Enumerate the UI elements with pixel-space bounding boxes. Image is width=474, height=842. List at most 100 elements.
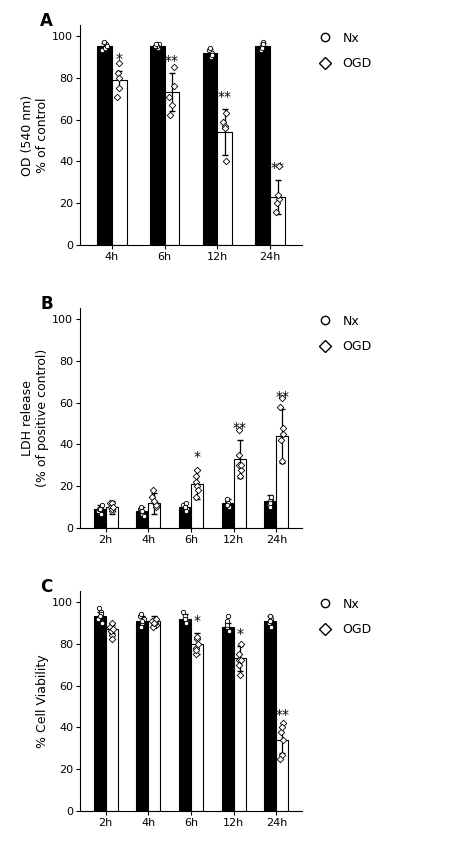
- Point: [278, 748, 286, 761]
- Point: [103, 40, 110, 53]
- Point: [109, 622, 117, 636]
- Point: [137, 500, 145, 514]
- Bar: [94, 509, 106, 528]
- Point: [225, 625, 233, 638]
- Point: [114, 67, 122, 80]
- Point: [151, 494, 158, 508]
- Point: [98, 44, 106, 57]
- Point: [267, 621, 275, 634]
- Point: [171, 79, 178, 93]
- Bar: [137, 511, 148, 528]
- Point: [152, 618, 160, 632]
- Point: [223, 614, 230, 627]
- Point: [97, 500, 105, 514]
- Point: [102, 37, 109, 51]
- Point: [274, 189, 282, 202]
- Point: [266, 610, 274, 623]
- Point: [152, 37, 160, 51]
- Point: [223, 498, 231, 512]
- Point: [279, 427, 287, 440]
- Text: C: C: [40, 578, 52, 596]
- Point: [192, 476, 200, 489]
- Bar: [106, 507, 118, 528]
- Point: [148, 490, 156, 504]
- Point: [140, 509, 148, 522]
- Point: [192, 643, 200, 657]
- Point: [137, 621, 145, 634]
- Point: [205, 44, 212, 57]
- Point: [275, 159, 283, 173]
- Point: [221, 119, 229, 132]
- Point: [181, 612, 189, 626]
- Point: [265, 498, 273, 512]
- Point: [94, 612, 101, 626]
- Point: [279, 421, 287, 434]
- Point: [266, 614, 274, 627]
- Point: [149, 484, 157, 498]
- Point: [97, 507, 104, 520]
- Point: [108, 504, 115, 518]
- Text: *: *: [116, 52, 123, 67]
- Point: [182, 614, 190, 627]
- Point: [152, 500, 160, 514]
- Point: [237, 669, 244, 682]
- Point: [195, 637, 202, 650]
- Text: **: **: [275, 708, 289, 722]
- Legend: Nx, OGD: Nx, OGD: [313, 598, 372, 636]
- Point: [153, 40, 160, 53]
- Bar: [222, 627, 234, 811]
- Point: [137, 503, 144, 516]
- Point: [138, 504, 146, 518]
- Point: [265, 616, 273, 630]
- Point: [235, 653, 243, 667]
- Point: [180, 605, 187, 619]
- Bar: [270, 197, 285, 245]
- Point: [223, 618, 231, 632]
- Point: [151, 616, 158, 630]
- Point: [165, 90, 173, 104]
- Text: **: **: [275, 390, 289, 403]
- Point: [209, 45, 216, 59]
- Point: [192, 647, 200, 661]
- Point: [276, 752, 284, 765]
- Text: **: **: [271, 161, 285, 175]
- Bar: [179, 619, 191, 811]
- Y-axis label: % Cell Viability: % Cell Viability: [36, 654, 49, 748]
- Text: A: A: [40, 12, 53, 30]
- Point: [97, 608, 104, 621]
- Bar: [150, 46, 164, 245]
- Text: *: *: [236, 626, 243, 641]
- Bar: [137, 621, 148, 811]
- Point: [266, 500, 274, 514]
- Point: [278, 455, 286, 468]
- Point: [207, 41, 214, 55]
- Point: [236, 658, 243, 671]
- Point: [155, 41, 162, 55]
- Bar: [191, 484, 203, 528]
- Point: [224, 610, 232, 623]
- Point: [193, 463, 201, 477]
- Bar: [218, 132, 232, 245]
- Point: [237, 469, 244, 482]
- Point: [277, 434, 284, 447]
- Point: [168, 99, 175, 112]
- Point: [138, 616, 146, 630]
- Point: [148, 614, 156, 627]
- Bar: [106, 629, 118, 811]
- Text: **: **: [218, 90, 232, 104]
- Point: [279, 733, 287, 747]
- Point: [98, 616, 106, 630]
- Point: [96, 503, 104, 516]
- Point: [97, 605, 105, 619]
- Point: [115, 71, 123, 84]
- Point: [273, 205, 280, 218]
- Point: [113, 90, 121, 104]
- Point: [237, 459, 245, 472]
- Point: [237, 637, 245, 650]
- Bar: [276, 740, 288, 811]
- Point: [193, 480, 201, 493]
- Point: [222, 155, 230, 168]
- Point: [100, 35, 108, 49]
- Bar: [234, 658, 246, 811]
- Y-axis label: LDH release
(% of positive control): LDH release (% of positive control): [21, 349, 49, 488]
